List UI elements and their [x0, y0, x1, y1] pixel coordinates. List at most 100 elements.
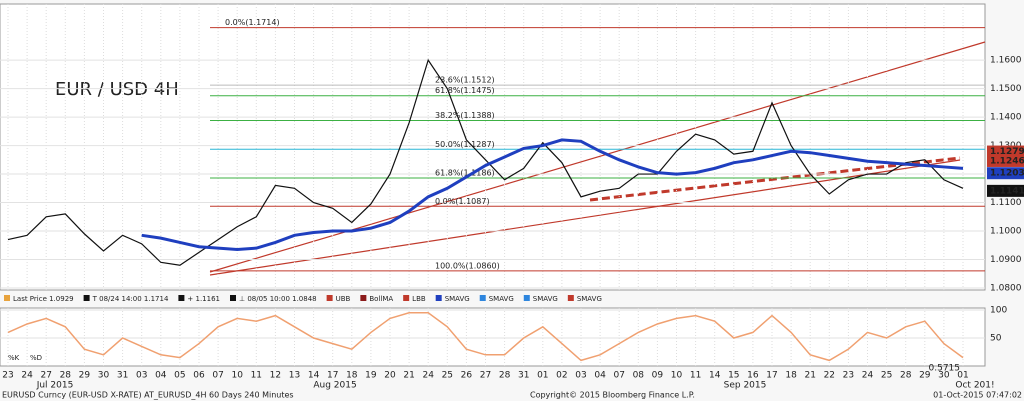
price-tag-label: 1.1141	[990, 186, 1024, 196]
footer-text: Copyright© 2015 Bloomberg Finance L.P.	[530, 391, 695, 400]
x-tick-label: 15	[728, 371, 739, 381]
legend-swatch	[326, 295, 333, 301]
x-tick-label: 12	[270, 371, 281, 381]
price-tag-label: 1.1279	[990, 147, 1024, 157]
price-tag-label: 1.1203	[990, 169, 1024, 179]
legend-label: SMAVG	[533, 295, 558, 303]
y-tick-label: 1.1100	[990, 198, 1022, 208]
legend-swatch	[230, 295, 236, 301]
x-tick-label: 18	[346, 371, 358, 381]
x-tick-label: 31	[518, 371, 529, 381]
x-tick-label: 21	[403, 371, 414, 381]
x-tick-label: 29	[79, 371, 91, 381]
x-tick-label: 28	[499, 371, 511, 381]
legend-label: ⊥ 08/05 10:00 1.0848	[239, 295, 317, 303]
x-tick-label: 26	[461, 371, 473, 381]
footer-text: 01-Oct-2015 07:47:02	[933, 391, 1022, 400]
y-tick-label: 1.1400	[990, 113, 1022, 123]
x-tick-label: 28	[60, 371, 72, 381]
price-tag	[987, 154, 1024, 167]
series-line	[141, 138, 964, 252]
price-tag-label: 1.1246	[990, 156, 1024, 166]
legend-swatch	[479, 295, 486, 301]
y-tick-label: 1.0800	[990, 284, 1022, 294]
y-tick-label: 1.1500	[990, 84, 1022, 94]
y-tick-label: 100	[990, 306, 1007, 316]
series-line	[7, 58, 964, 266]
x-tick-label: 30	[98, 371, 110, 381]
trend-line	[589, 156, 961, 202]
footer-text: EURUSD Curncy (EUR-USD X-RATE) AT_EURUSD…	[2, 391, 294, 400]
legend-swatch	[435, 295, 442, 301]
level-label: 0.0%(1.1087)	[435, 197, 490, 206]
x-tick-label: 23	[843, 371, 854, 381]
x-tick-label: 14	[308, 371, 320, 381]
x-tick-label: 17	[766, 371, 777, 381]
x-tick-label: 10	[231, 371, 243, 381]
level-label: 50.0%(1.1287)	[435, 140, 495, 149]
legend-label: BollMA	[369, 295, 393, 303]
y-tick-label: 1.0900	[990, 255, 1022, 265]
x-tick-label: 24	[862, 371, 874, 381]
x-tick-label: 06	[193, 371, 205, 381]
month-label: Jul 2015	[36, 381, 74, 391]
x-tick-label: 11	[251, 371, 262, 381]
x-tick-label: 27	[40, 371, 51, 381]
x-tick-label: 09	[652, 371, 664, 381]
x-tick-label: 01	[537, 371, 548, 381]
x-tick-label: 30	[938, 371, 950, 381]
x-tick-label: 27	[480, 371, 491, 381]
level-label: 100.0%(1.0860)	[435, 261, 500, 270]
trend-line	[209, 159, 961, 276]
month-label: Sep 2015	[724, 381, 767, 391]
legend-swatch	[178, 295, 185, 301]
legend-label: LBB	[412, 295, 426, 303]
x-tick-label: 11	[690, 371, 701, 381]
x-tick-label: 28	[900, 371, 912, 381]
x-tick-label: 07	[613, 371, 624, 381]
chart-title: EUR / USD 4H	[55, 79, 179, 100]
x-tick-label: 01	[957, 371, 968, 381]
x-tick-label: 10	[671, 371, 683, 381]
legend-swatch	[523, 295, 530, 301]
trend-line	[209, 41, 986, 273]
legend-swatch	[360, 295, 367, 301]
price-tag	[987, 145, 1024, 158]
y-tick-label: 1.1000	[990, 227, 1022, 237]
x-tick-label: 31	[117, 371, 128, 381]
oscillator-legend: %K	[8, 354, 20, 362]
level-label: 23.6%(1.1512)	[435, 76, 495, 85]
x-tick-label: 16	[747, 371, 759, 381]
x-tick-label: 24	[422, 371, 434, 381]
level-label: 61.8%(1.1186)	[435, 169, 495, 178]
x-tick-label: 13	[289, 371, 300, 381]
main-panel	[0, 3, 986, 291]
x-tick-label: 18	[785, 371, 797, 381]
oscillator-legend: %D	[30, 354, 42, 362]
legend-label: SMAVG	[489, 295, 514, 303]
legend-label: T 08/24 14:00 1.1714	[92, 295, 169, 303]
oscillator-panel	[0, 307, 986, 367]
legend-label: UBB	[336, 295, 351, 303]
oscillator-last: 0.5715	[929, 364, 961, 374]
x-tick-label: 08	[633, 371, 645, 381]
price-tag	[987, 184, 1024, 197]
x-tick-label: 07	[212, 371, 223, 381]
x-tick-label: 02	[556, 371, 567, 381]
level-label: 61.8%(1.1475)	[435, 86, 495, 95]
x-tick-label: 04	[594, 371, 606, 381]
series-line	[7, 312, 964, 362]
level-label: 0.0%(1.1714)	[225, 18, 280, 27]
x-tick-label: 14	[709, 371, 721, 381]
legend-label: + 1.1161	[187, 295, 220, 303]
x-tick-label: 29	[919, 371, 931, 381]
x-tick-label: 24	[21, 371, 33, 381]
x-tick-label: 20	[384, 371, 396, 381]
legend-swatch	[567, 295, 574, 301]
legend-swatch	[4, 295, 10, 301]
x-tick-label: 03	[136, 371, 147, 381]
legend-swatch	[403, 295, 410, 301]
x-tick-label: 25	[881, 371, 892, 381]
y-tick-label: 50	[990, 334, 1002, 344]
